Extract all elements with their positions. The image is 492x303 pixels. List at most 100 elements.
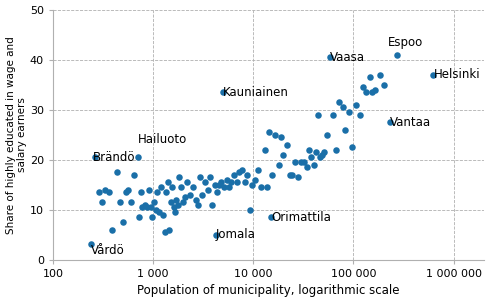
Point — [227, 180, 235, 185]
Point — [157, 185, 165, 190]
Point — [279, 152, 287, 157]
Point — [257, 185, 265, 190]
Point — [215, 182, 222, 187]
Point — [105, 190, 113, 195]
Point — [172, 197, 180, 202]
Point — [143, 205, 151, 210]
Point — [219, 90, 227, 95]
Point — [101, 187, 109, 192]
Point — [134, 155, 142, 160]
Point — [182, 195, 189, 200]
Point — [130, 172, 138, 177]
Point — [271, 132, 279, 137]
Point — [220, 185, 228, 190]
Point — [283, 142, 291, 147]
Text: Jomala: Jomala — [215, 228, 255, 241]
Point — [135, 215, 143, 220]
Point — [217, 180, 225, 185]
Point — [175, 175, 183, 180]
Point — [180, 200, 187, 205]
Point — [254, 167, 262, 172]
Point — [277, 135, 285, 140]
Point — [150, 200, 158, 205]
Point — [138, 205, 146, 210]
Point — [371, 87, 379, 92]
Point — [326, 55, 334, 59]
Point — [127, 200, 135, 205]
Point — [162, 190, 170, 195]
Point — [359, 85, 367, 90]
Point — [246, 207, 254, 212]
Point — [152, 207, 160, 212]
Point — [184, 180, 191, 185]
Point — [149, 215, 156, 220]
Point — [393, 52, 400, 57]
Point — [338, 105, 346, 110]
Point — [119, 220, 127, 225]
Point — [248, 182, 256, 187]
Point — [113, 170, 121, 175]
Point — [206, 175, 214, 180]
Text: Vaasa: Vaasa — [330, 51, 365, 64]
Point — [312, 150, 320, 155]
Point — [170, 205, 178, 210]
Point — [124, 187, 132, 192]
Point — [308, 155, 315, 160]
Point — [154, 190, 161, 195]
Point — [117, 200, 124, 205]
Point — [297, 160, 305, 165]
Point — [155, 210, 163, 215]
Point — [171, 210, 179, 215]
Point — [213, 190, 220, 195]
Point — [348, 145, 356, 150]
Point — [320, 150, 328, 155]
Point — [369, 90, 376, 95]
Point — [266, 130, 274, 135]
Point — [204, 187, 212, 192]
Text: Vårdö: Vårdö — [91, 244, 125, 257]
Point — [212, 232, 219, 237]
Point — [309, 162, 317, 167]
Point — [145, 187, 153, 192]
Point — [291, 160, 299, 165]
Point — [380, 82, 388, 87]
Point — [335, 100, 343, 105]
Point — [95, 190, 103, 195]
Point — [294, 175, 302, 180]
Point — [225, 185, 233, 190]
Text: Vantaa: Vantaa — [390, 116, 431, 129]
Point — [324, 132, 332, 137]
Text: Espoo: Espoo — [388, 35, 423, 48]
Text: Brändö: Brändö — [93, 151, 135, 164]
Point — [211, 182, 218, 187]
Point — [161, 230, 169, 235]
Point — [122, 190, 129, 195]
Point — [261, 147, 269, 152]
Y-axis label: Share of highly educated in wage and
salary earners: Share of highly educated in wage and sal… — [5, 36, 27, 234]
Point — [267, 215, 275, 220]
Point — [174, 202, 182, 207]
Point — [235, 170, 243, 175]
Point — [159, 212, 167, 217]
Point — [164, 180, 172, 185]
Point — [238, 167, 246, 172]
Point — [198, 192, 206, 197]
Point — [233, 180, 241, 185]
Point — [168, 185, 176, 190]
Point — [141, 202, 149, 207]
Point — [196, 175, 204, 180]
Point — [363, 90, 370, 95]
Point — [316, 155, 324, 160]
Point — [303, 165, 310, 170]
Point — [330, 112, 338, 117]
Point — [314, 112, 322, 117]
Point — [352, 102, 360, 107]
Point — [300, 160, 308, 165]
Point — [263, 185, 271, 190]
Point — [209, 202, 216, 207]
Point — [98, 200, 106, 205]
Point — [167, 200, 175, 205]
Point — [194, 202, 202, 207]
Point — [87, 241, 95, 246]
Point — [430, 72, 437, 77]
